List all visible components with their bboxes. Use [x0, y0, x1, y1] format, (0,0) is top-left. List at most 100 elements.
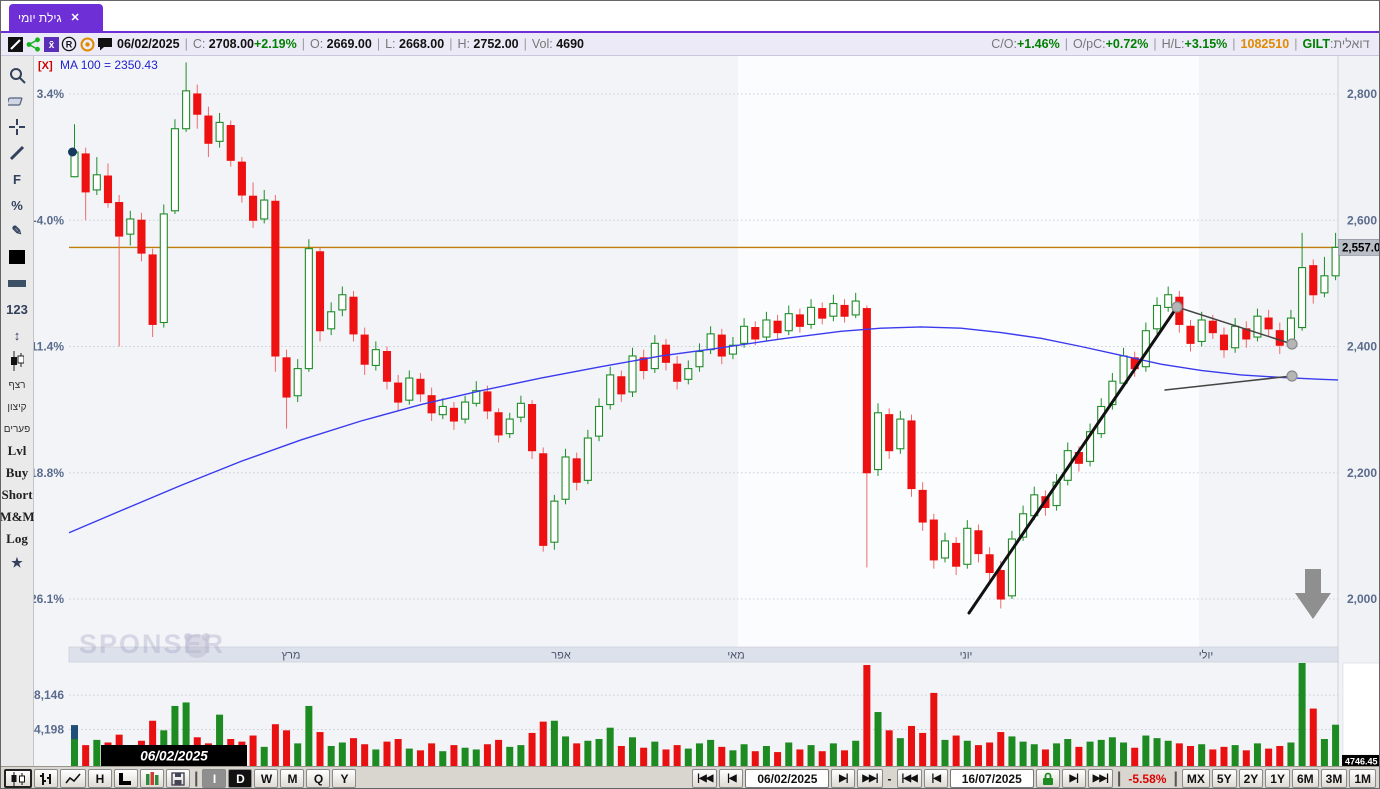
trendline-handle[interactable] [1286, 338, 1298, 350]
candle[interactable] [695, 343, 704, 372]
start-last[interactable]: ▶▶| [857, 769, 883, 788]
down-arrow-annotation[interactable] [1295, 569, 1331, 619]
chart-type-bars[interactable] [34, 769, 58, 788]
candle[interactable] [829, 294, 838, 322]
candle[interactable] [594, 398, 604, 442]
tool-vertical-range[interactable]: ↕ [13, 327, 21, 343]
tool-measure-123[interactable]: 123 [6, 301, 28, 317]
trendline-handle[interactable] [1171, 301, 1183, 313]
candle[interactable] [304, 239, 313, 372]
candle[interactable] [92, 157, 101, 195]
range-2y[interactable]: 2Y [1238, 769, 1264, 788]
candle[interactable] [851, 292, 860, 319]
candle[interactable] [472, 381, 481, 407]
candle[interactable] [81, 147, 90, 221]
excel-export-icon[interactable]: x̄ [43, 36, 59, 52]
candle[interactable] [751, 321, 760, 346]
tool-crosshair[interactable] [2, 114, 32, 140]
candle[interactable] [940, 532, 950, 563]
candle[interactable] [461, 395, 470, 424]
tab-gilat-daily[interactable]: גילת יומי ✕ [9, 4, 103, 31]
remove-indicator-button[interactable]: [X] [38, 60, 53, 72]
candle[interactable] [115, 195, 124, 347]
candle[interactable] [572, 452, 581, 491]
candle[interactable] [494, 408, 503, 443]
candle[interactable] [338, 286, 347, 317]
tool-log-scale[interactable]: Log [6, 531, 28, 546]
candle[interactable] [985, 547, 994, 582]
candle[interactable] [896, 410, 905, 454]
candle[interactable] [528, 400, 537, 459]
range-6m[interactable]: 6M [1291, 769, 1319, 788]
range-1m[interactable]: 1M [1349, 769, 1376, 788]
tool-fibonacci[interactable]: F [13, 171, 21, 187]
candle[interactable] [1275, 322, 1284, 355]
candle[interactable] [1264, 309, 1273, 338]
end-last[interactable]: ▶▶| [1087, 769, 1113, 788]
range-mx[interactable]: MX [1181, 769, 1210, 788]
candle[interactable] [885, 408, 894, 459]
candle[interactable] [159, 204, 168, 328]
share-icon[interactable] [25, 36, 41, 52]
candle[interactable] [1219, 327, 1229, 358]
candle[interactable] [762, 311, 771, 342]
candle[interactable] [405, 370, 414, 405]
range-3m[interactable]: 3M [1320, 769, 1348, 788]
candle[interactable] [929, 513, 938, 569]
candle[interactable] [249, 182, 258, 228]
range-5y[interactable]: 5Y [1211, 769, 1237, 788]
candle[interactable] [606, 366, 615, 410]
tab-close-icon[interactable]: ✕ [70, 12, 80, 24]
candle[interactable] [137, 212, 146, 262]
candle[interactable] [1309, 259, 1318, 304]
start-prev[interactable]: |◀ [719, 769, 744, 788]
candle[interactable] [795, 308, 804, 333]
draw-tool-icon[interactable] [7, 36, 23, 52]
candle[interactable] [1320, 256, 1329, 298]
chart-type-line[interactable] [60, 769, 86, 788]
candle[interactable] [483, 385, 492, 420]
interval-intraday[interactable]: I [202, 769, 227, 788]
candle[interactable] [840, 299, 849, 323]
end-date[interactable]: 16/07/2025 [949, 769, 1034, 788]
tool-mm[interactable]: M&M [0, 509, 35, 524]
start-next[interactable]: ▶| [831, 769, 856, 788]
start-first[interactable]: |◀◀ [692, 769, 718, 788]
tool-short[interactable]: Short [1, 487, 33, 502]
tool-trendline[interactable] [2, 140, 32, 166]
candle[interactable] [327, 302, 336, 336]
candle[interactable] [617, 370, 626, 403]
candle[interactable] [394, 374, 403, 411]
interval-yearly[interactable]: Y [332, 769, 357, 788]
candle[interactable] [360, 327, 369, 375]
tool-note[interactable]: ✎ [11, 223, 23, 238]
candle[interactable] [1152, 297, 1162, 334]
candle[interactable] [639, 349, 648, 380]
candle[interactable] [918, 482, 927, 531]
target-icon[interactable] [79, 36, 95, 52]
tool-bar-shape[interactable] [2, 270, 32, 296]
interval-monthly[interactable]: M [280, 769, 305, 788]
candle[interactable] [271, 195, 280, 372]
candle[interactable] [550, 494, 559, 550]
candle[interactable] [226, 120, 235, 167]
candle[interactable] [628, 347, 637, 397]
candle[interactable] [728, 337, 737, 360]
candle[interactable] [204, 106, 213, 158]
candle[interactable] [974, 524, 983, 563]
candle[interactable] [1186, 319, 1195, 352]
candle[interactable] [740, 318, 749, 348]
candle[interactable] [349, 290, 358, 342]
candle[interactable] [773, 314, 782, 339]
candle[interactable] [907, 414, 916, 497]
interval-quarterly[interactable]: Q [306, 769, 331, 788]
tool-continuous[interactable]: רצף [8, 379, 26, 391]
tool-search[interactable] [2, 62, 32, 88]
chart-area[interactable]: [X] MA 100 = 2350.43 מרץ אפר מאי יוני יולי SP… [26, 56, 1379, 767]
start-date[interactable]: 06/02/2025 [745, 769, 830, 788]
registered-icon[interactable]: R [61, 36, 77, 52]
candle[interactable] [1164, 286, 1173, 312]
chart-type-l[interactable] [114, 769, 138, 788]
chart-type-hlc[interactable]: H [88, 769, 112, 788]
candle[interactable] [438, 398, 447, 420]
